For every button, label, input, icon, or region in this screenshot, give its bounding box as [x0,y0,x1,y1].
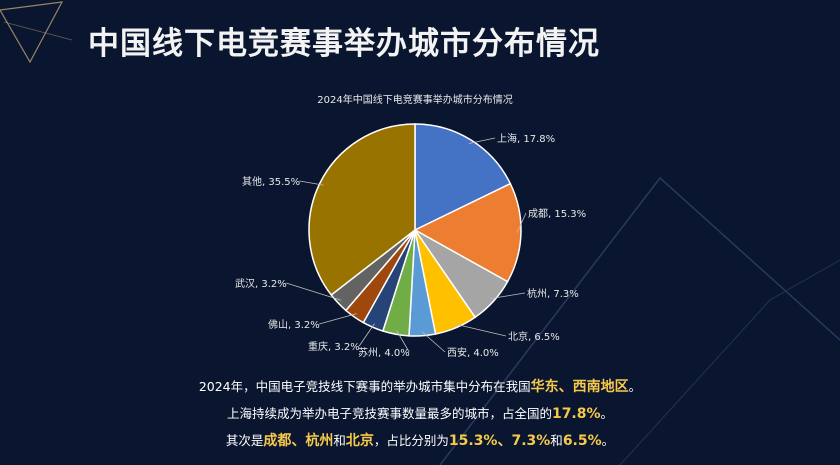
slice-label: 武汉, 3.2% [235,277,287,290]
summary-text: 2024年，中国电子竞技线下赛事的举办城市集中分布在我国 [198,379,531,394]
summary-highlight: 7.3% [511,433,551,449]
corner-line-decoration [3,21,73,41]
background-line-decoration [439,176,840,465]
summary-highlight: 6.5% [562,433,602,449]
summary-text: 和 [333,433,346,448]
summary-text: 其次是 [225,433,264,448]
slice-label: 重庆, 3.2% [308,340,360,353]
leader-line [454,323,507,337]
slice-label: 成都, 15.3% [528,208,586,220]
slice-label: 上海, 17.8% [497,132,555,145]
leader-line [319,313,357,325]
summary-text: 。 [628,379,642,394]
summary-text: 。 [600,406,614,421]
summary-text: ，占比分别为 [373,433,449,448]
summary-line-2: 上海持续成为举办电子竞技赛事数量最多的城市，占全国的17.8%。 [0,403,840,422]
leader-line [490,292,526,300]
slice-label: 西安, 4.0% [447,346,499,359]
slice-label: 北京, 6.5% [508,330,560,343]
chart-title: 2024年中国线下电竞赛事举办城市分布情况 [317,93,512,106]
slice-label: 苏州, 4.0% [358,346,410,359]
background-line-decoration [619,259,840,465]
summary-line-3: 其次是成都、杭州和北京，占比分别为15.3%、7.3%和6.5%。 [0,430,840,450]
pie-slices [308,123,522,337]
summary-line-1: 2024年，中国电子竞技线下赛事的举办城市集中分布在我国华东、西南地区。 [0,376,840,396]
slice-label: 佛山, 3.2% [268,318,320,331]
summary-highlight: 15.3% [448,433,498,449]
leader-lines [286,137,527,353]
leader-line [299,180,324,186]
pie-slice-上海 [414,123,512,232]
pie-slice-其他 [308,123,416,297]
summary-text: 上海持续成为举办电子竞技赛事数量最多的城市，占全国的 [226,406,552,421]
summary-highlight: 、 [291,433,306,449]
slice-label: 杭州, 7.3% [527,287,579,300]
leader-line [421,331,446,353]
summary-text: 。 [601,433,615,448]
summary-highlight: 北京 [345,433,374,449]
leader-line [358,323,375,347]
slice-label: 其他, 35.5% [242,175,300,188]
pie-slice-成都 [413,182,522,283]
corner-triangle-decoration [0,1,64,64]
page-title: 中国线下电竞赛事举办城市分布情况 [88,26,600,62]
summary-highlight: 、 [497,433,512,449]
summary-highlight: 杭州 [305,433,334,449]
leader-line [286,282,342,301]
summary-highlight: 华东、西南地区 [530,379,629,395]
summary-highlight: 成都 [263,433,292,449]
summary-highlight: 17.8% [551,406,601,422]
leader-line [469,137,496,144]
slice-labels: 上海, 17.8% 成都, 15.3% 杭州, 7.3% 北京, 6.5% 西安, 4.… [235,132,586,359]
summary-text: 和 [550,433,563,448]
leader-line [516,212,527,234]
leader-line [396,330,410,353]
